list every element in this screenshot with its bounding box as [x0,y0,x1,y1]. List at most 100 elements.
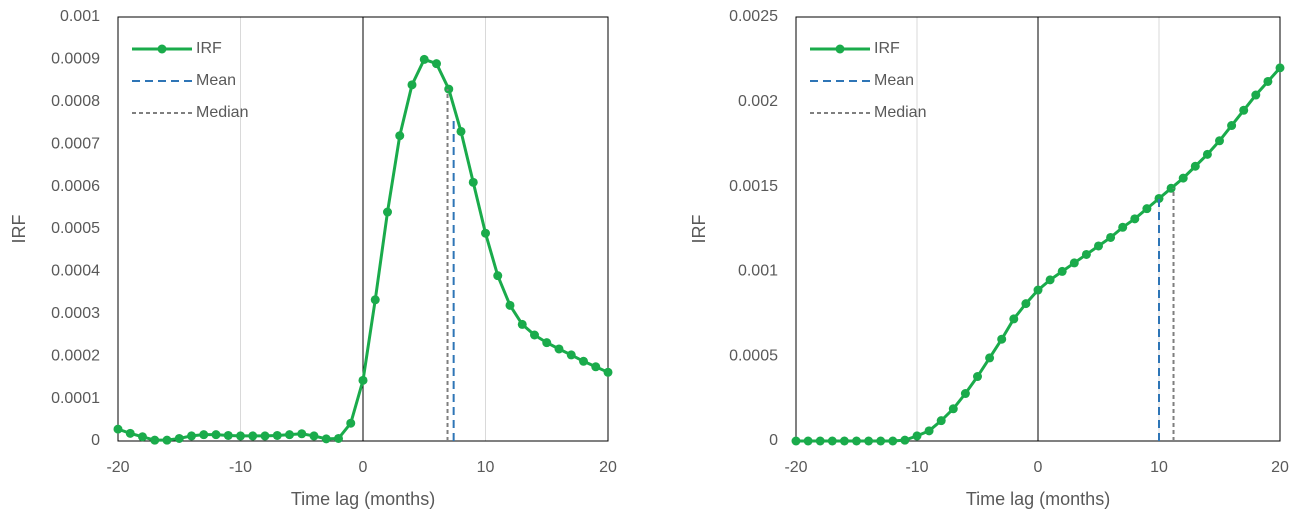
legend-label: IRF [196,40,222,57]
point [1239,105,1249,115]
plot-border [795,16,1281,442]
point [1215,136,1224,146]
point [997,334,1007,344]
point [346,418,356,428]
point [566,350,576,360]
x-tick-label: 20 [1271,459,1289,476]
point [1094,241,1103,251]
point [1069,258,1079,268]
y-tick-label: 0.0005 [51,220,100,237]
y-tick-label: 0 [769,432,778,449]
legend-label: Mean [874,72,914,89]
point [113,424,123,434]
x-tick-label: -10 [229,459,252,476]
point [1154,193,1164,203]
x-tick-label: 0 [1034,459,1043,476]
point [260,431,270,441]
point [888,436,898,446]
x-tick-label: -20 [784,459,807,476]
point [1106,232,1116,242]
point [1021,299,1031,309]
point [334,433,343,443]
point [383,207,392,217]
legend-marker [835,44,845,54]
point [236,431,245,441]
point [481,228,490,238]
point [505,300,515,310]
y-tick-label: 0.0006 [51,178,100,195]
point [125,428,135,438]
point [211,430,221,440]
point [444,84,454,94]
point [1081,249,1091,259]
legend-label: Median [196,104,248,121]
point [285,430,294,440]
y-tick-label: 0 [91,432,100,449]
point [187,431,196,441]
point [876,436,886,446]
y-tick-label: 0.001 [60,8,100,25]
y-axis-label: IRF [689,215,709,244]
legend-label: Mean [196,72,236,89]
point [248,431,258,441]
point [1251,90,1261,100]
y-axis-label: IRF [9,215,29,244]
point [1178,173,1188,183]
point [1202,149,1212,159]
point [407,80,417,90]
point [138,432,147,442]
point [912,431,922,441]
point [791,436,801,446]
point [839,436,849,446]
point [370,295,380,305]
point [419,54,429,64]
point [1263,76,1273,86]
point [985,353,995,363]
point [1009,314,1019,324]
point [1130,214,1140,224]
point [358,375,368,385]
point [174,433,184,443]
point [827,436,837,446]
point [456,126,466,136]
point [468,177,478,187]
y-tick-label: 0.0004 [51,263,100,280]
legend-marker [157,44,167,54]
point [554,344,564,354]
point [815,436,825,446]
point [864,436,874,446]
point [1275,63,1285,73]
x-tick-label: 10 [477,459,495,476]
y-tick-label: 0.002 [738,93,778,110]
point [297,429,307,439]
legend-label: Median [874,104,926,121]
x-tick-label: -10 [905,459,928,476]
point [1033,285,1043,295]
point [1142,204,1152,214]
y-tick-label: 0.001 [738,263,778,280]
plot-border [117,16,609,442]
point [432,59,441,69]
point [199,430,209,440]
point [150,435,160,445]
point [395,131,405,141]
point [852,436,861,446]
point [517,319,527,329]
y-tick-label: 0.0008 [51,93,100,110]
point [1118,222,1128,232]
point [803,436,813,446]
point [900,435,910,445]
point [223,430,233,440]
point [530,330,539,340]
point [1045,275,1055,285]
point [272,430,282,440]
y-tick-label: 0.0009 [51,51,100,68]
point [1057,266,1067,276]
point [1166,183,1176,193]
x-tick-label: 20 [599,459,617,476]
y-tick-label: 0.0002 [51,347,100,364]
point [1190,161,1200,171]
point [321,434,331,444]
